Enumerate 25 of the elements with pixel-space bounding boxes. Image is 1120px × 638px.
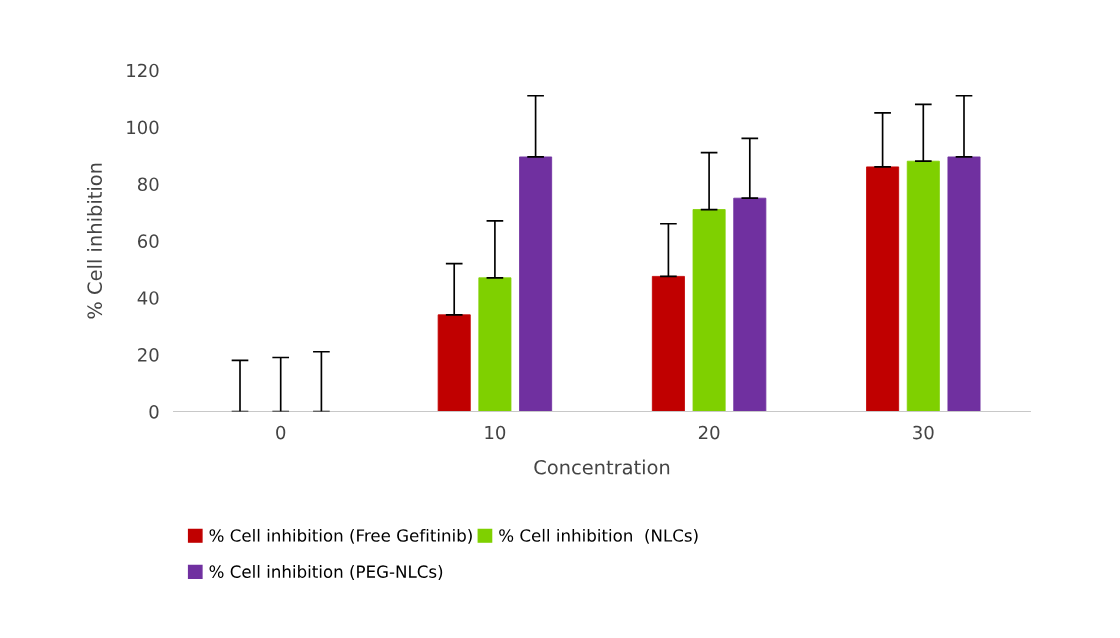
legend-label: % Cell inhibition (PEG-NLCs): [209, 565, 443, 580]
bar: [478, 277, 512, 412]
x-tick-label: 0: [276, 425, 286, 440]
bar: [651, 275, 685, 412]
bar: [437, 314, 471, 412]
x-tick-label: 20: [698, 425, 720, 440]
x-tick-label: 10: [485, 425, 506, 440]
y-tick-label: 20: [138, 348, 159, 362]
x-tick-label: 30: [913, 425, 934, 440]
legend-label: % Cell inhibition (NLCs): [499, 528, 698, 544]
y-tick-label: 100: [127, 120, 159, 135]
y-tick-label: 0: [149, 404, 159, 419]
y-axis-title: % Cell inhibition: [86, 163, 103, 319]
y-tick-label: 40: [137, 291, 159, 305]
bar: [519, 156, 553, 412]
bar: [692, 209, 726, 412]
legend-label: % Cell inhibition (Free Gefitinib): [209, 528, 472, 544]
y-tick-label: 60: [138, 234, 159, 248]
bar: [906, 160, 940, 412]
x-axis-title: Concentration: [534, 459, 670, 475]
bar: [947, 156, 981, 412]
y-tick-label: 80: [137, 177, 159, 192]
bar: [733, 197, 767, 412]
y-tick-label: 120: [127, 63, 159, 78]
bar: [866, 166, 900, 412]
